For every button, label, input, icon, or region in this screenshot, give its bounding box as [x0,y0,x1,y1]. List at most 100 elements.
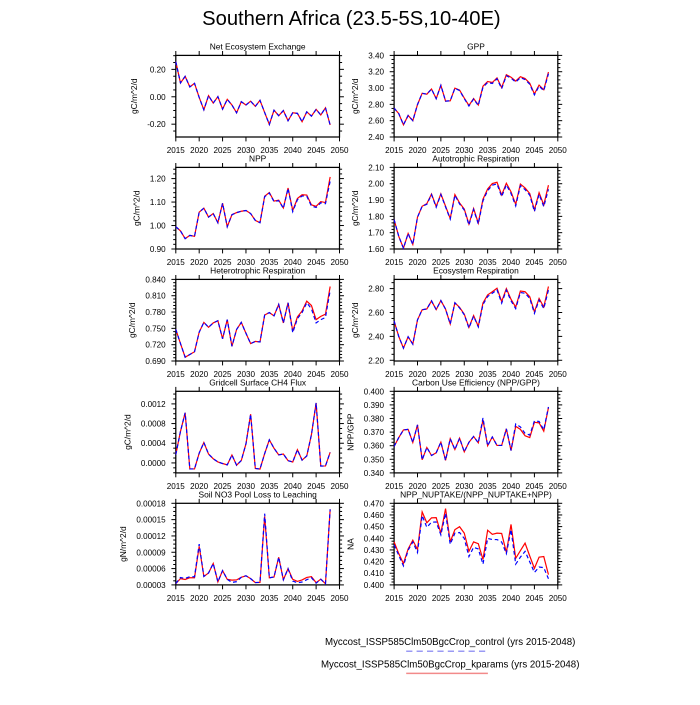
svg-text:-0.20: -0.20 [147,120,166,129]
svg-text:2040: 2040 [502,258,521,267]
svg-text:0.0012: 0.0012 [141,400,166,409]
svg-text:2025: 2025 [214,146,233,155]
svg-text:0.780: 0.780 [145,308,166,317]
svg-text:NPP: NPP [249,154,267,164]
svg-text:2.10: 2.10 [368,163,384,172]
svg-text:2020: 2020 [190,146,209,155]
svg-text:Heterotrophic Respiration: Heterotrophic Respiration [210,266,305,276]
svg-text:0.00015: 0.00015 [136,516,166,525]
svg-text:0.360: 0.360 [364,442,385,451]
svg-text:2050: 2050 [549,594,568,603]
svg-text:gC/m^2/d: gC/m^2/d [123,414,133,450]
svg-text:NA: NA [346,538,356,550]
svg-text:2030: 2030 [237,594,256,603]
svg-text:3.00: 3.00 [368,84,384,93]
svg-text:2040: 2040 [502,146,521,155]
svg-text:0.00012: 0.00012 [136,532,166,541]
svg-text:Net Ecosystem Exchange: Net Ecosystem Exchange [210,42,306,52]
svg-text:2050: 2050 [330,482,349,491]
svg-text:0.460: 0.460 [364,511,385,520]
svg-text:1.60: 1.60 [368,245,384,254]
svg-text:1.20: 1.20 [150,175,166,184]
svg-text:0.390: 0.390 [364,401,385,410]
svg-text:2030: 2030 [237,146,256,155]
svg-text:Myccost_ISSP585Clm50BgcCrop_kp: Myccost_ISSP585Clm50BgcCrop_kparams (yrs… [321,659,579,670]
svg-text:2030: 2030 [455,146,474,155]
svg-text:2025: 2025 [432,258,451,267]
svg-text:2020: 2020 [190,482,209,491]
svg-text:2040: 2040 [284,370,303,379]
svg-text:0.00: 0.00 [150,93,166,102]
svg-text:2040: 2040 [284,594,303,603]
svg-text:2035: 2035 [260,482,279,491]
svg-text:0.00006: 0.00006 [136,565,166,574]
svg-text:2.60: 2.60 [368,308,384,317]
svg-text:2.40: 2.40 [368,332,384,341]
svg-text:2035: 2035 [479,146,498,155]
svg-text:2.80: 2.80 [368,100,384,109]
svg-text:2015: 2015 [167,482,186,491]
svg-text:2030: 2030 [237,258,256,267]
svg-text:gC/m^2/d: gC/m^2/d [350,190,360,226]
svg-text:2015: 2015 [385,370,404,379]
svg-text:2040: 2040 [502,370,521,379]
svg-text:0.0000: 0.0000 [141,459,166,468]
svg-text:Carbon Use Efficiency (NPP/GPP: Carbon Use Efficiency (NPP/GPP) [412,378,540,388]
svg-text:0.90: 0.90 [150,245,166,254]
svg-text:2025: 2025 [432,370,451,379]
svg-text:2.60: 2.60 [368,117,384,126]
svg-text:0.340: 0.340 [364,469,385,478]
svg-text:2035: 2035 [479,482,498,491]
svg-text:2030: 2030 [237,482,256,491]
svg-text:2035: 2035 [479,594,498,603]
svg-text:2045: 2045 [307,258,326,267]
svg-text:2035: 2035 [260,258,279,267]
svg-text:2015: 2015 [385,594,404,603]
svg-text:2035: 2035 [260,370,279,379]
svg-text:2015: 2015 [385,482,404,491]
svg-text:2030: 2030 [237,370,256,379]
svg-text:Myccost_ISSP585Clm50BgcCrop_co: Myccost_ISSP585Clm50BgcCrop_control (yrs… [325,637,575,648]
svg-text:0.810: 0.810 [145,292,166,301]
svg-text:2020: 2020 [190,258,209,267]
svg-text:1.10: 1.10 [150,198,166,207]
svg-text:2030: 2030 [455,370,474,379]
svg-text:gC/m^2/d: gC/m^2/d [129,78,139,114]
svg-text:2040: 2040 [502,482,521,491]
svg-text:0.00003: 0.00003 [136,581,166,590]
svg-text:NPP/GPP: NPP/GPP [346,413,356,451]
svg-text:2025: 2025 [214,594,233,603]
svg-text:0.0004: 0.0004 [141,439,166,448]
svg-text:2045: 2045 [525,482,544,491]
svg-text:2025: 2025 [432,482,451,491]
svg-text:0.00009: 0.00009 [136,548,166,557]
svg-text:0.350: 0.350 [364,455,385,464]
svg-text:2015: 2015 [167,258,186,267]
svg-text:2020: 2020 [408,482,427,491]
svg-text:0.690: 0.690 [145,357,166,366]
svg-text:3.20: 3.20 [368,68,384,77]
svg-text:2030: 2030 [455,482,474,491]
svg-text:2030: 2030 [455,258,474,267]
svg-text:2020: 2020 [408,594,427,603]
svg-text:2020: 2020 [190,370,209,379]
svg-text:0.840: 0.840 [145,275,166,284]
svg-text:2045: 2045 [307,146,326,155]
svg-text:2035: 2035 [260,594,279,603]
svg-text:1.90: 1.90 [368,196,384,205]
svg-text:1.70: 1.70 [368,229,384,238]
svg-text:2050: 2050 [549,146,568,155]
svg-text:2045: 2045 [307,370,326,379]
svg-text:2.80: 2.80 [368,285,384,294]
svg-text:2.40: 2.40 [368,133,384,142]
svg-text:2050: 2050 [330,594,349,603]
svg-text:gN/m^2/d: gN/m^2/d [118,526,128,562]
svg-text:2045: 2045 [525,370,544,379]
svg-text:3.40: 3.40 [368,51,384,60]
svg-text:Ecosystem Respiration: Ecosystem Respiration [433,266,519,276]
svg-text:gC/m^2/d: gC/m^2/d [132,190,142,226]
svg-text:2050: 2050 [330,370,349,379]
svg-text:Soil NO3 Pool Loss to Leaching: Soil NO3 Pool Loss to Leaching [199,490,318,500]
svg-text:2040: 2040 [284,482,303,491]
svg-text:2015: 2015 [167,594,186,603]
